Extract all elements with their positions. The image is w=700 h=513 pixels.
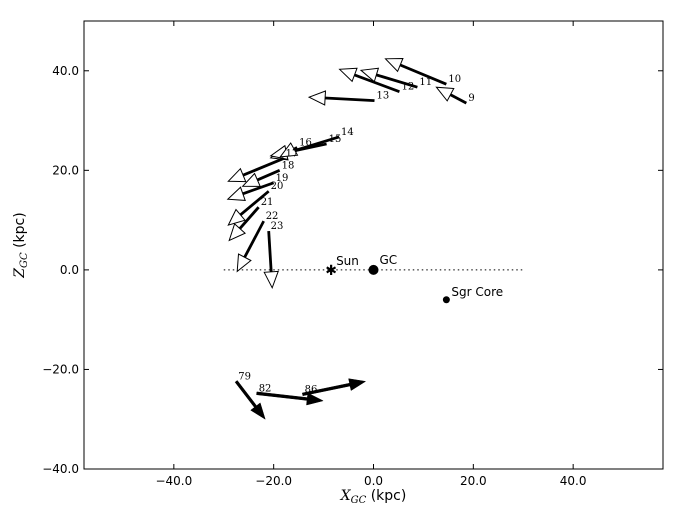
sun-marker: ✱ bbox=[325, 263, 337, 279]
arrow-label-17: 17 bbox=[286, 148, 299, 159]
arrow-label-15: 15 bbox=[329, 134, 342, 145]
x-axis-label: XGC (kpc) bbox=[340, 488, 407, 506]
arrow-11 bbox=[359, 67, 418, 89]
arrow-18 bbox=[241, 169, 281, 187]
sun-label: Sun bbox=[336, 254, 359, 268]
sgr-core-label: Sgr Core bbox=[451, 285, 503, 299]
arrow-label-22: 22 bbox=[266, 211, 279, 222]
y-tick-label: 20.0 bbox=[52, 163, 79, 177]
y-tick-label: −20.0 bbox=[42, 362, 79, 376]
arrow-82 bbox=[256, 391, 324, 406]
arrow-22 bbox=[236, 220, 265, 273]
arrow-10 bbox=[384, 57, 447, 86]
x-tick-label: 0.0 bbox=[364, 474, 383, 488]
arrow-label-9: 9 bbox=[468, 93, 474, 104]
arrow-label-23: 23 bbox=[271, 221, 284, 232]
arrow-17 bbox=[227, 157, 285, 183]
arrow-label-12: 12 bbox=[401, 82, 414, 93]
arrow-label-82: 82 bbox=[259, 383, 272, 394]
arrow-label-86: 86 bbox=[305, 384, 318, 395]
arrow-86 bbox=[302, 378, 367, 396]
arrow-label-16: 16 bbox=[299, 137, 312, 148]
arrow-label-14: 14 bbox=[341, 127, 354, 138]
sgr-core-marker bbox=[442, 296, 450, 304]
x-tick-label: −20.0 bbox=[255, 474, 292, 488]
x-tick-label: −40.0 bbox=[155, 474, 192, 488]
arrow-label-13: 13 bbox=[376, 91, 389, 102]
y-axis-label: ZGC (kpc) bbox=[12, 212, 30, 278]
arrow-16 bbox=[279, 142, 299, 158]
x-tick-label: 40.0 bbox=[560, 474, 587, 488]
arrow-13 bbox=[307, 90, 375, 106]
arrow-label-20: 20 bbox=[271, 181, 284, 192]
y-tick-label: 40.0 bbox=[52, 64, 79, 78]
y-tick-label: −40.0 bbox=[42, 462, 79, 476]
arrow-21 bbox=[228, 206, 260, 242]
arrow-label-19: 19 bbox=[276, 173, 289, 184]
x-tick-label: 20.0 bbox=[460, 474, 487, 488]
arrow-9 bbox=[435, 86, 467, 105]
arrow-label-18: 18 bbox=[282, 160, 295, 171]
arrow-label-79: 79 bbox=[238, 371, 251, 382]
arrow-12 bbox=[338, 67, 400, 93]
arrow-23 bbox=[263, 231, 279, 290]
arrow-19 bbox=[226, 181, 275, 201]
arrow-label-10: 10 bbox=[448, 74, 461, 85]
y-tick-label: 0.0 bbox=[60, 263, 79, 277]
arrow-label-21: 21 bbox=[261, 197, 274, 208]
gc-label: GC bbox=[380, 253, 398, 267]
arrow-label-11: 11 bbox=[419, 77, 432, 88]
gc-marker bbox=[368, 264, 379, 275]
arrow-79 bbox=[234, 380, 266, 420]
arrow-20 bbox=[227, 190, 270, 226]
